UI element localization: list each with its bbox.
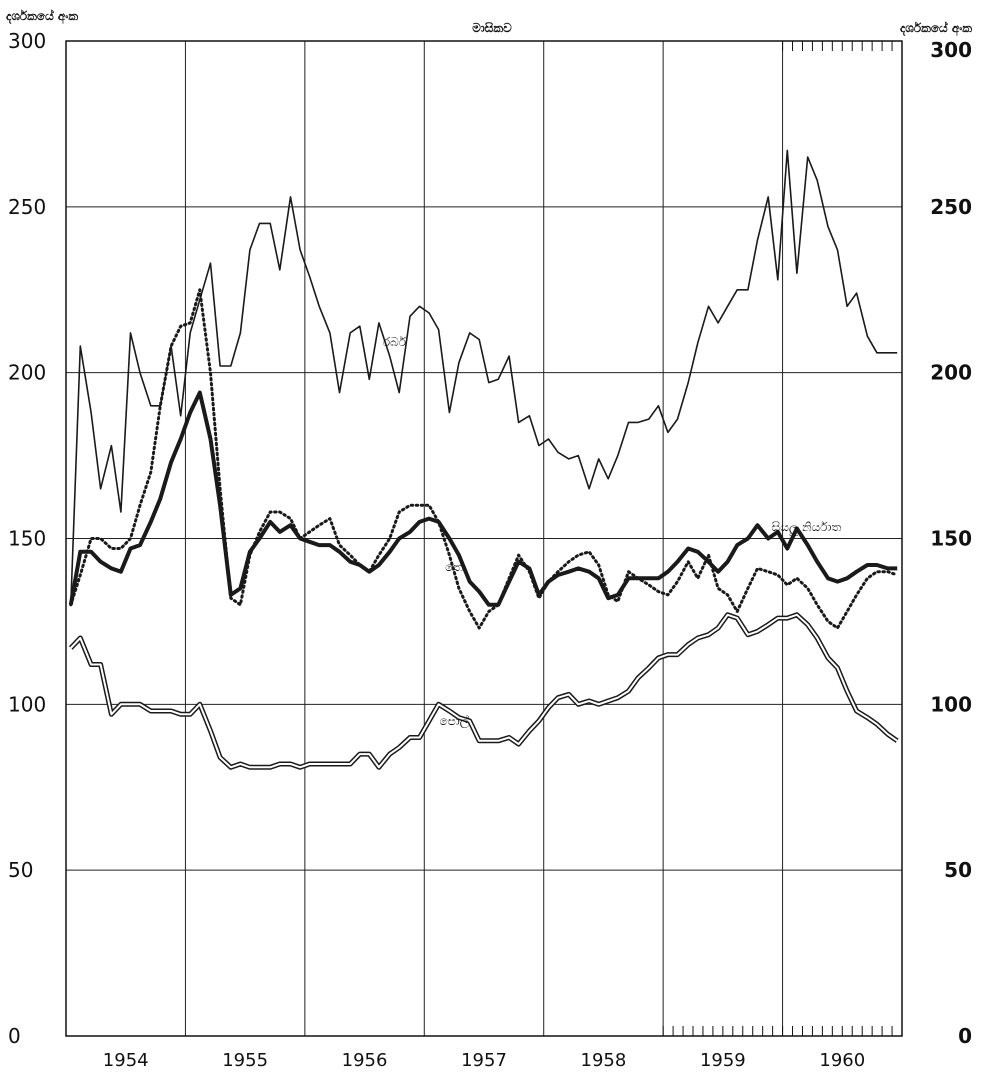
y-tick-label-left-150: 150 bbox=[8, 527, 46, 551]
series-line-2 bbox=[69, 288, 899, 630]
series-lines bbox=[68, 149, 899, 770]
series-label-0: රබර් bbox=[383, 335, 407, 349]
y-tick-label-right-250: 250 bbox=[930, 195, 972, 219]
x-tick-label-1958: 1958 bbox=[581, 1050, 627, 1071]
y-tick-label-right-300: 300 bbox=[930, 38, 972, 62]
series-line-3-outer bbox=[68, 612, 899, 770]
series-line-1 bbox=[68, 390, 898, 607]
y-axis-title-left: දර්ශකයේ අංක bbox=[6, 9, 78, 24]
series-line-0 bbox=[70, 149, 898, 605]
x-tick-label-1959: 1959 bbox=[700, 1050, 746, 1071]
y-tick-label-right-100: 100 bbox=[930, 692, 972, 716]
x-tick-label-1954: 1954 bbox=[103, 1050, 149, 1071]
series-label-1: සියලු නිර්යාත bbox=[772, 520, 842, 536]
text-labels: දර්ශකයේ අංක දර්ශකයේ අංක මාසිකව 0 0 50 50 100… bbox=[6, 9, 972, 1071]
y-tick-label-right-50: 50 bbox=[944, 858, 972, 882]
series-label-2: තේ bbox=[445, 560, 463, 574]
plot-border bbox=[65, 40, 903, 1037]
series-label-3: පොල් bbox=[439, 714, 468, 729]
y-axis-title-right: දර්ශකයේ අංක bbox=[900, 21, 972, 36]
y-tick-label-right-200: 200 bbox=[930, 361, 972, 385]
y-tick-label-right-150: 150 bbox=[930, 527, 972, 551]
x-tick-label-1960: 1960 bbox=[819, 1050, 865, 1071]
y-tick-label-left-300: 300 bbox=[8, 29, 46, 53]
chart-title: මාසිකව bbox=[472, 21, 512, 35]
y-tick-label-left-100: 100 bbox=[8, 692, 46, 716]
plot-frame bbox=[65, 40, 903, 1037]
y-tick-label-right-0: 0 bbox=[958, 1024, 972, 1048]
y-tick-label-left-200: 200 bbox=[8, 361, 46, 385]
y-tick-label-left-50: 50 bbox=[8, 858, 33, 882]
x-tick-label-1957: 1957 bbox=[461, 1050, 507, 1071]
y-tick-label-left-250: 250 bbox=[8, 195, 46, 219]
x-tick-label-1955: 1955 bbox=[222, 1050, 268, 1071]
grid-lines bbox=[65, 40, 903, 1037]
x-tick-label-1956: 1956 bbox=[342, 1050, 388, 1071]
y-tick-label-left-0: 0 bbox=[8, 1024, 21, 1048]
series-line-3-inner bbox=[70, 613, 898, 769]
